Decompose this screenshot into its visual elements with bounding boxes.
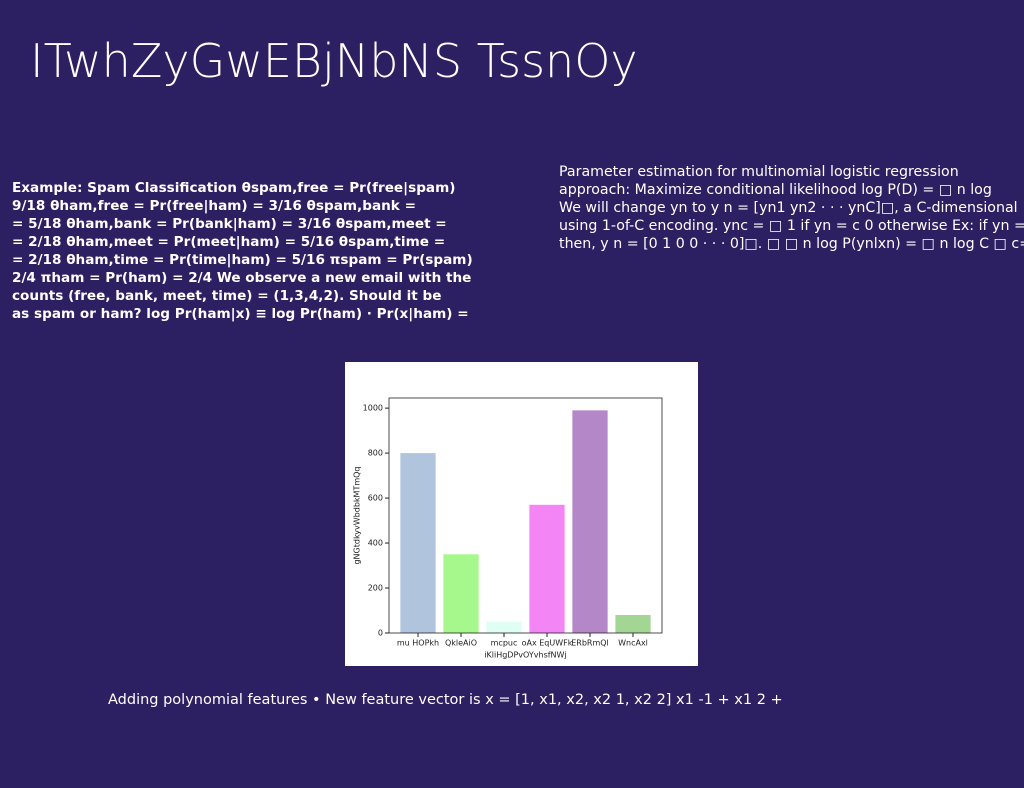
x-tick-label: QkleAiO	[445, 639, 477, 648]
x-axis-label: iKliHgDPvOYvhsfNWj	[484, 651, 566, 660]
text-line: = 5/18 θham,bank = Pr(bank|ham) = 3/16 θ…	[12, 216, 447, 232]
y-tick-label: 1000	[363, 404, 383, 413]
bar	[529, 504, 565, 633]
x-tick-label: mu HOPkh	[397, 639, 439, 648]
x-tick-label: mcpuc	[491, 639, 518, 648]
text-line: 9/18 θham,free = Pr(free|ham) = 3/16 θsp…	[12, 198, 416, 214]
bar	[443, 554, 479, 633]
text-line: using 1-of-C encoding. ync = □ 1 if yn =…	[559, 218, 1024, 234]
x-tick-label: WncAxl	[618, 639, 648, 648]
x-tick-label: oAx EqUWFk	[522, 639, 573, 648]
right-text: Parameter estimation for multinomial log…	[559, 163, 1024, 253]
text-line: as spam or ham? log Pr(ham|x) ≡ log Pr(h…	[12, 306, 469, 322]
y-axis-label: gNGtdkyvWbdbkMTmQq	[353, 466, 362, 564]
y-tick-label: 400	[368, 539, 383, 548]
bar	[572, 410, 608, 633]
x-tick-label: ERbRmQl	[571, 639, 609, 648]
text-line: approach: Maximize conditional likelihoo…	[559, 182, 992, 198]
text-line: = 2/18 θham,meet = Pr(meet|ham) = 5/16 θ…	[12, 234, 446, 250]
text-line: Example: Spam Classification θspam,free …	[12, 180, 456, 196]
chart: 0 200 400 600 800 1000 mu HOPkh QkleAiO mcpuc oAx…	[345, 362, 698, 666]
text-line: then, y n = [0 1 0 0 · · · 0]□. □ □ n lo…	[559, 236, 1024, 252]
y-tick-label: 200	[368, 584, 383, 593]
text-line: = 2/18 θham,time = Pr(time|ham) = 5/16 π…	[12, 252, 473, 268]
text-line: We will change yn to y n = [yn1 yn2 · · …	[559, 200, 1018, 216]
text-line: Parameter estimation for multinomial log…	[559, 164, 959, 180]
y-tick-label: 800	[368, 449, 383, 458]
bar	[486, 621, 522, 633]
left-text: Example: Spam Classification θspam,free …	[12, 179, 473, 323]
footer-text: Adding polynomial features • New feature…	[108, 692, 783, 708]
y-tick-label: 0	[378, 629, 383, 638]
bar	[400, 453, 436, 633]
text-line: 2/4 πham = Pr(ham) = 2/4 We observe a ne…	[12, 270, 472, 286]
y-tick-label: 600	[368, 494, 383, 503]
bar	[615, 615, 651, 633]
text-line: counts (free, bank, meet, time) = (1,3,4…	[12, 288, 442, 304]
slide-title: ITwhZyGwEBjNbNS TssnOy	[30, 34, 638, 88]
plot-frame	[388, 397, 663, 634]
